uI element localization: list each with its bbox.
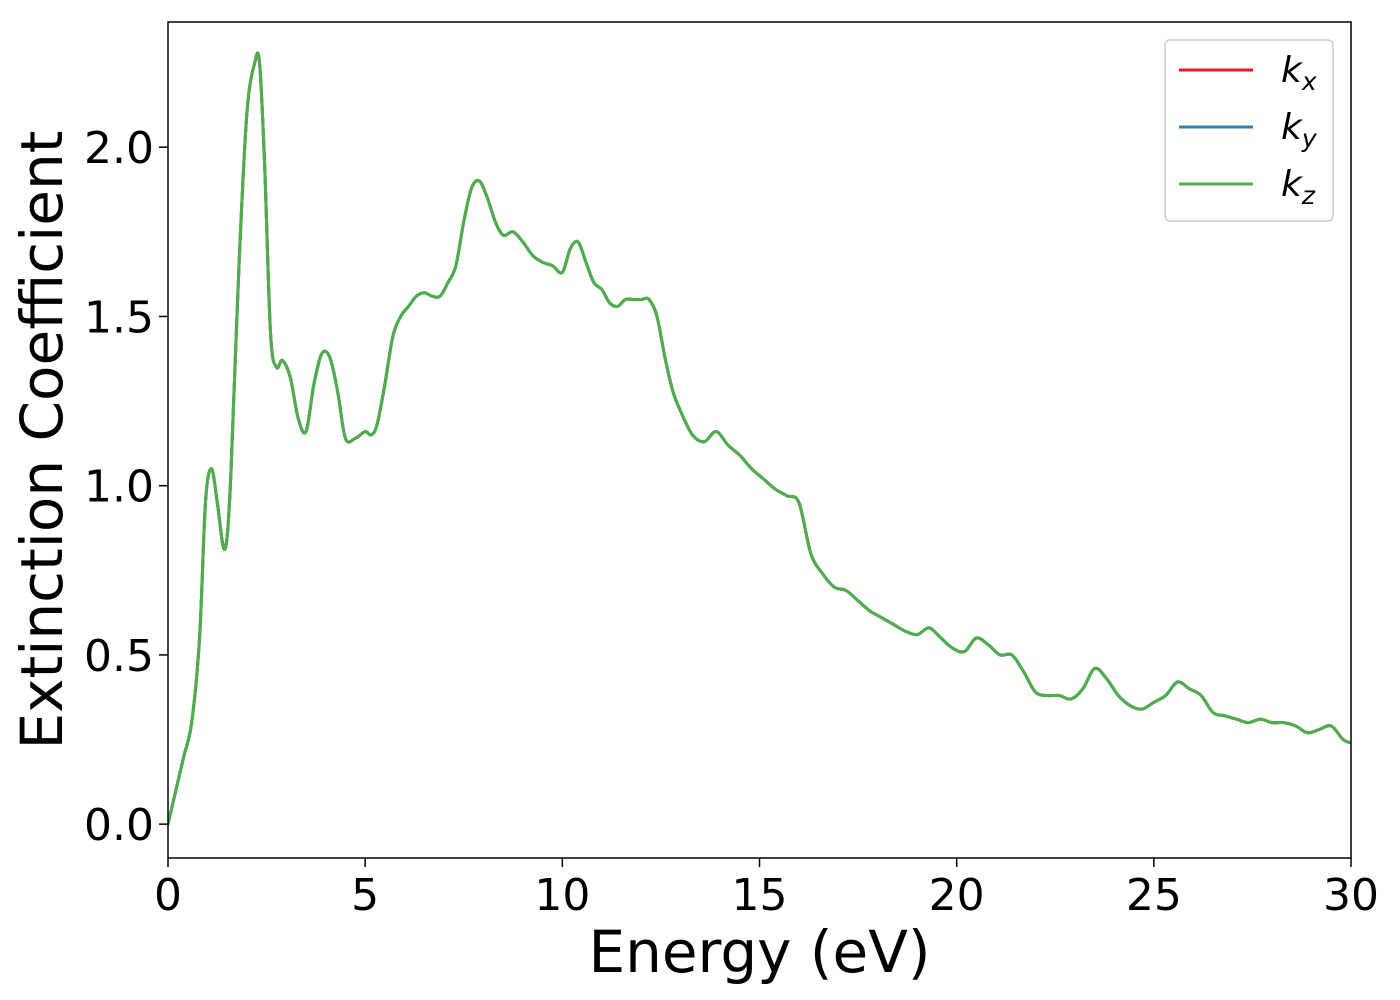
legend-label-ky: ky (1281, 107, 1318, 153)
x-tick-label: 15 (732, 870, 788, 921)
y-tick-label: 0.0 (84, 800, 154, 851)
y-tick-label: 1.5 (84, 292, 154, 343)
x-tick-label: 25 (1126, 870, 1182, 921)
y-tick-label: 2.0 (84, 123, 154, 174)
x-tick-label: 10 (534, 870, 590, 921)
y-axis-label: Extinction Coefficient (8, 131, 76, 750)
x-tick-label: 20 (929, 870, 985, 921)
x-tick-label: 30 (1323, 870, 1379, 921)
y-tick-label: 1.0 (84, 462, 154, 513)
series-layer (168, 51, 1351, 826)
x-tick-label: 0 (154, 870, 182, 921)
x-axis-label: Energy (eV) (588, 918, 930, 986)
y-tick-label: 0.5 (84, 631, 154, 682)
legend-box (1164, 39, 1334, 222)
legend-label-kx: kx (1281, 50, 1317, 96)
x-tick-label: 5 (351, 870, 379, 921)
legend-label-kz: kz (1281, 164, 1316, 210)
tick-layer: 0 5 10 15 20 25 30 0.0 0.5 1.0 1.5 2.0 (84, 123, 1379, 921)
legend: kx ky kz (1164, 39, 1334, 222)
series-line-kz (168, 51, 1351, 826)
